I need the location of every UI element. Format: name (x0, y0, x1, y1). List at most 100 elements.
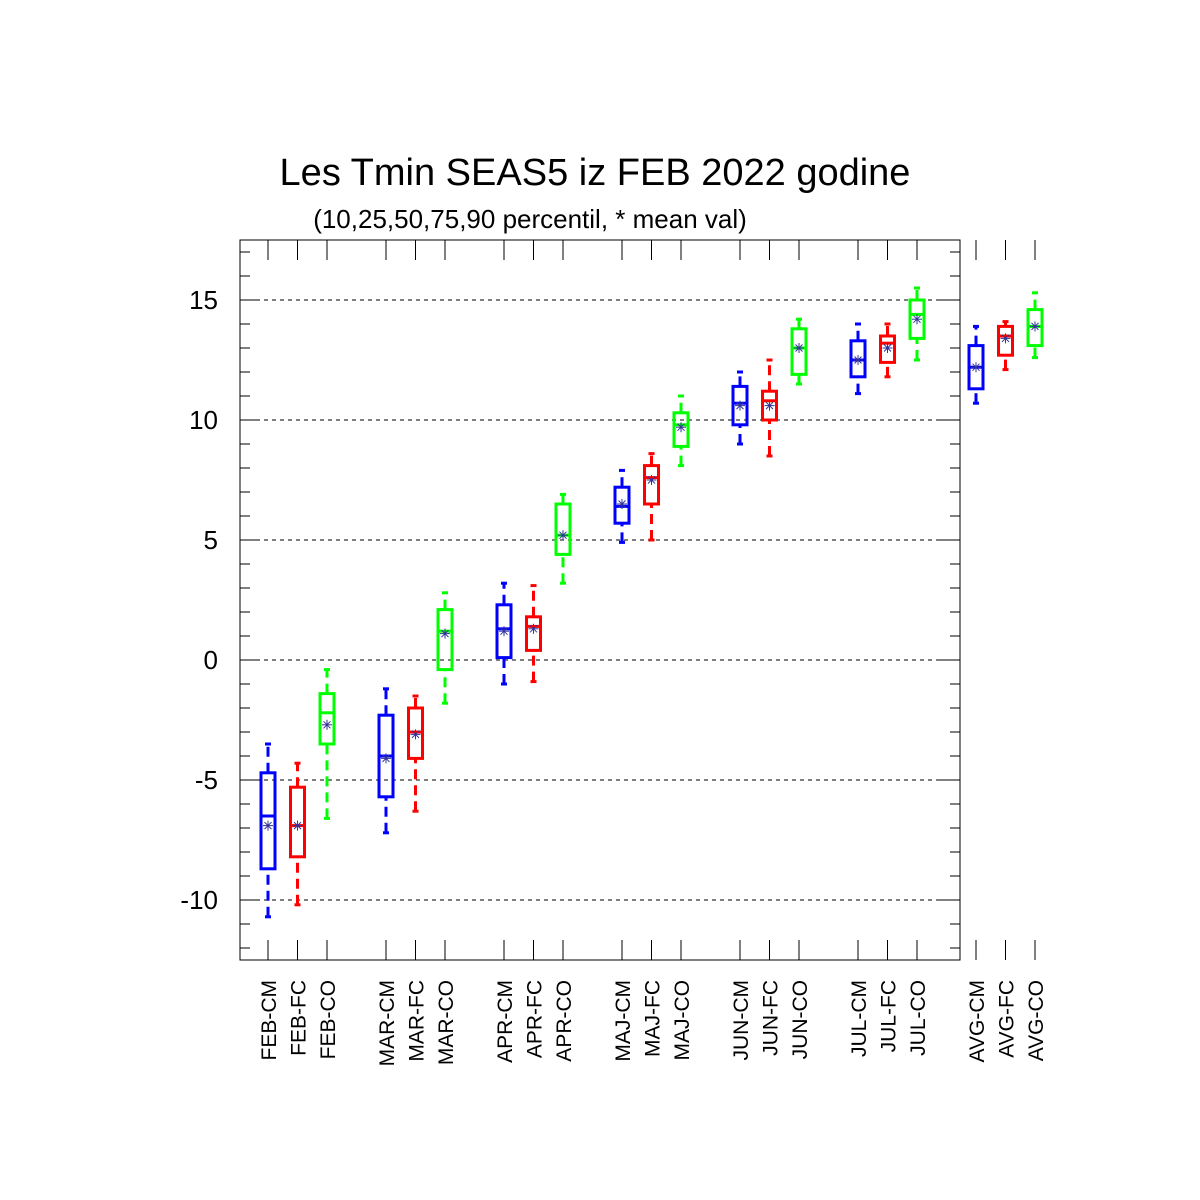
box-jun-co (790, 317, 808, 386)
box-maj-co (672, 394, 690, 468)
grid (240, 299, 960, 901)
mean-marker-d2 (854, 356, 862, 364)
mean-marker-d2 (1031, 322, 1039, 331)
y-tick-label: 10 (189, 405, 218, 435)
box-jul-co (908, 286, 926, 362)
mean-marker (292, 820, 303, 831)
mean-marker-d2 (323, 720, 331, 729)
mean-marker-d2 (647, 476, 656, 484)
x-tick-label: APR-CO (553, 980, 576, 1062)
mean-marker (971, 362, 981, 373)
mean-marker (1000, 333, 1011, 344)
mean-marker (381, 753, 391, 764)
mean-marker (646, 475, 657, 485)
box-iqr (672, 411, 690, 448)
x-tick-label: JUN-FC (760, 980, 783, 1056)
box-iqr (879, 334, 896, 364)
box-feb-co (318, 668, 336, 820)
mean-marker (882, 343, 893, 353)
box-iqr (495, 603, 513, 660)
x-tick-label: AVG-CO (1025, 980, 1048, 1061)
x-tick-label: FEB-CO (317, 980, 340, 1059)
mean-marker-d2 (883, 344, 892, 352)
box-iqr (554, 502, 572, 556)
x-tick-label: JUN-CM (730, 980, 753, 1060)
mean-marker-d2 (972, 363, 980, 372)
x-tick-label: FEB-CM (258, 980, 281, 1061)
mean-marker-d2 (411, 730, 420, 739)
y-tick-label: 5 (204, 525, 218, 555)
x-tick-label: MAR-CO (435, 980, 458, 1065)
x-tick-label: JUN-CO (789, 980, 812, 1059)
x-tick-label: JUL-FC (878, 980, 901, 1052)
mean-marker (499, 626, 509, 637)
mean-marker-d2 (500, 627, 508, 636)
minor-ticks (240, 251, 960, 949)
x-tick-label: MAR-FC (406, 980, 429, 1062)
x-tick-label: AVG-FC (996, 980, 1019, 1058)
mean-marker-d2 (1001, 334, 1010, 343)
mean-marker (617, 499, 627, 509)
box-apr-co (554, 492, 572, 585)
x-tick-label: JUL-CO (907, 980, 930, 1056)
mean-marker (676, 422, 686, 433)
mean-marker-d2 (382, 754, 390, 763)
mean-marker-d2 (529, 624, 538, 633)
box-mar-co (436, 591, 454, 705)
boxes (259, 286, 1044, 919)
box-iqr (318, 692, 336, 746)
mean-marker (912, 314, 922, 325)
x-tick-label: AVG-CM (966, 980, 989, 1062)
mean-marker-d2 (677, 423, 685, 432)
box-feb-cm (259, 742, 277, 919)
x-tick-label: FEB-FC (288, 980, 311, 1056)
mean-marker (263, 820, 273, 831)
chart-subtitle: (10,25,50,75,90 percentil, * mean val) (313, 204, 747, 234)
x-tick-label: MAR-CM (376, 980, 399, 1066)
box-maj-fc (643, 452, 660, 542)
chart-title: Les Tmin SEAS5 iz FEB 2022 godine (280, 152, 911, 194)
box-iqr (643, 464, 660, 506)
mean-marker (1030, 321, 1040, 332)
x-tick-label: MAJ-CM (612, 980, 635, 1062)
box-iqr (289, 785, 306, 859)
mean-marker-d2 (441, 629, 449, 638)
box-jun-fc (761, 358, 778, 458)
mean-marker (764, 400, 775, 411)
mean-marker (440, 628, 450, 639)
y-axis: -10 -5 0 5 10 15 (180, 285, 960, 915)
x-axis: FEB-CM FEB-FC FEB-CO MAR-CM MAR-FC MAR-CO APR-… (258, 240, 1048, 1066)
box-avg-co (1026, 291, 1044, 360)
box-feb-fc (289, 761, 306, 907)
mean-marker (558, 530, 568, 541)
mean-marker-d2 (913, 315, 921, 324)
mean-marker (794, 343, 804, 353)
mean-marker-d2 (293, 821, 302, 830)
box-avg-cm (967, 324, 985, 405)
box-iqr (525, 615, 542, 652)
box-iqr (731, 384, 749, 427)
box-jun-cm (731, 370, 749, 446)
box-mar-fc (407, 694, 424, 813)
y-tick-label: -10 (180, 885, 218, 915)
mean-marker-d2 (795, 344, 803, 352)
mean-marker (735, 400, 745, 411)
mean-marker (322, 719, 332, 730)
x-tick-label: APR-CM (494, 980, 517, 1063)
box-apr-cm (495, 581, 513, 686)
x-tick-label: APR-FC (524, 980, 547, 1058)
box-apr-fc (525, 584, 542, 684)
box-maj-cm (613, 468, 631, 544)
box-jul-fc (879, 322, 896, 379)
box-iqr (997, 324, 1014, 357)
x-tick-label: JUL-CM (848, 980, 871, 1057)
box-avg-fc (997, 320, 1014, 372)
mean-marker-d2 (559, 531, 567, 540)
box-iqr (259, 771, 277, 871)
x-tick-label: MAJ-CO (671, 980, 694, 1061)
mean-marker (528, 623, 539, 634)
mean-marker (410, 729, 421, 740)
mean-marker-d2 (618, 500, 626, 508)
box-iqr (761, 389, 778, 422)
